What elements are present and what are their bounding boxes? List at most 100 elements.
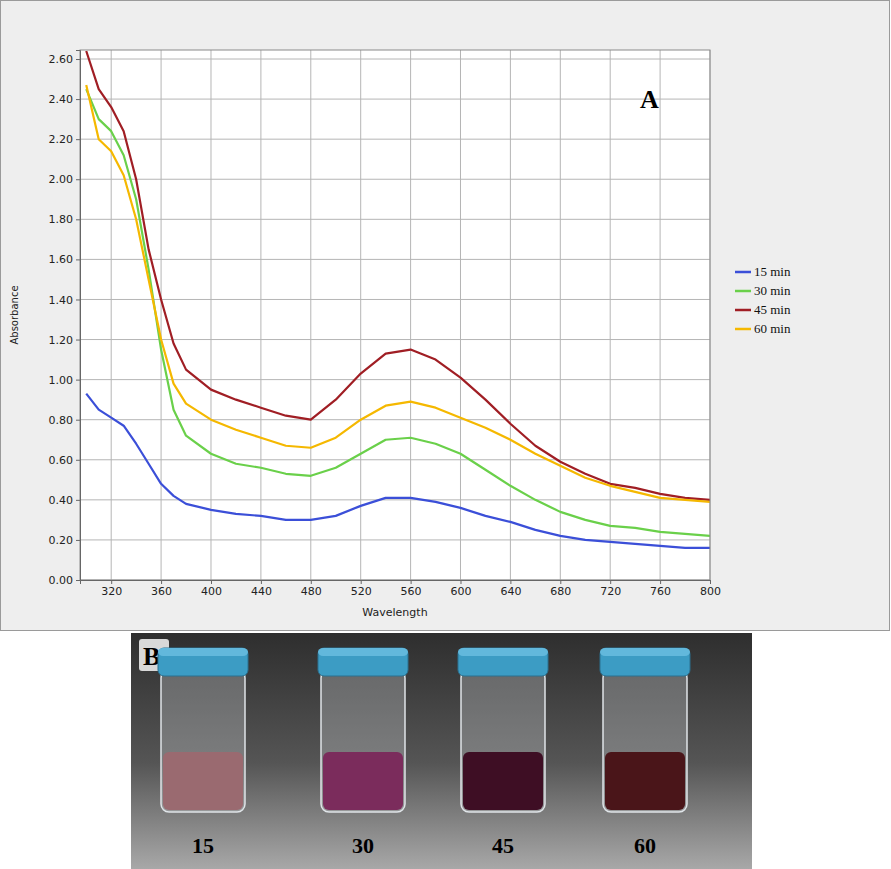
x-tick: 560 bbox=[401, 580, 422, 598]
x-axis: 320360400440480520560600640680720760800 bbox=[81, 580, 722, 598]
y-axis-title: Absorbance bbox=[9, 285, 20, 344]
x-tick-label: 400 bbox=[201, 585, 222, 598]
vial-glass bbox=[461, 670, 545, 812]
vial bbox=[600, 648, 690, 812]
grid-line-y bbox=[80, 299, 710, 300]
x-tick-label: 360 bbox=[151, 585, 172, 598]
legend-swatch bbox=[735, 271, 751, 274]
legend-label: 60 min bbox=[754, 321, 791, 336]
series-line bbox=[86, 394, 710, 548]
vial-cap bbox=[158, 648, 248, 676]
x-tick-mark bbox=[660, 580, 661, 584]
vial bbox=[158, 648, 248, 812]
y-tick-mark bbox=[76, 460, 80, 461]
y-tick-mark bbox=[76, 219, 80, 220]
y-tick: 0.80 bbox=[49, 414, 81, 427]
x-tick-label: 640 bbox=[500, 585, 521, 598]
x-tick-label: 680 bbox=[550, 585, 571, 598]
grid bbox=[80, 50, 710, 580]
y-axis-line bbox=[76, 51, 81, 581]
vial-glass bbox=[321, 670, 405, 812]
grid-line-y bbox=[80, 339, 710, 340]
grid-line-y bbox=[80, 419, 710, 420]
grid-line-y bbox=[80, 259, 710, 260]
series-line bbox=[86, 51, 710, 500]
grid-line-y bbox=[80, 179, 710, 180]
x-tick-label: 600 bbox=[450, 585, 471, 598]
x-tick-mark bbox=[311, 580, 312, 584]
x-tick-mark bbox=[261, 580, 262, 584]
y-tick-mark bbox=[76, 99, 80, 100]
vial-label: 15 bbox=[192, 833, 214, 858]
y-tick: 2.00 bbox=[49, 173, 81, 186]
x-tick: 760 bbox=[650, 580, 671, 598]
y-tick: 2.40 bbox=[49, 93, 81, 106]
vial-cap bbox=[458, 648, 548, 676]
grid-line-x bbox=[560, 50, 561, 580]
legend-label: 15 min bbox=[754, 264, 791, 279]
y-tick-label: 1.60 bbox=[49, 253, 74, 266]
vial-cap-top bbox=[158, 648, 248, 656]
photo-background bbox=[131, 633, 752, 869]
grid-line-y bbox=[80, 99, 710, 100]
grid-line-x bbox=[510, 50, 511, 580]
grid-line-y bbox=[80, 59, 710, 60]
panel-letter: A bbox=[640, 85, 659, 114]
x-tick-mark bbox=[610, 580, 611, 584]
vial-liquid bbox=[463, 752, 543, 810]
x-tick: 640 bbox=[500, 580, 521, 598]
legend-swatch bbox=[735, 290, 751, 293]
vial-label: 60 bbox=[634, 833, 656, 858]
legend-swatch bbox=[735, 309, 751, 312]
grid-line-x bbox=[460, 50, 461, 580]
y-tick-label: 0.00 bbox=[49, 574, 74, 587]
x-tick-mark bbox=[560, 580, 561, 584]
x-tick-label: 560 bbox=[401, 585, 422, 598]
y-tick-mark bbox=[76, 179, 80, 180]
vial-liquid bbox=[605, 752, 685, 810]
y-tick-mark bbox=[76, 580, 80, 581]
vial-cap-top bbox=[600, 648, 690, 656]
y-tick-label: 2.60 bbox=[49, 53, 74, 66]
y-axis: 0.000.200.400.600.801.001.201.401.601.80… bbox=[49, 51, 81, 588]
grid-line-y bbox=[80, 539, 710, 540]
vial bbox=[318, 648, 408, 812]
grid-line-x bbox=[210, 50, 211, 580]
x-tick: 320 bbox=[101, 580, 122, 598]
y-tick: 1.20 bbox=[49, 334, 81, 347]
x-axis-line bbox=[81, 581, 711, 585]
x-tick-mark bbox=[211, 580, 212, 584]
vial-label: 45 bbox=[492, 833, 514, 858]
x-tick-label: 800 bbox=[700, 585, 721, 598]
y-tick-label: 2.40 bbox=[49, 93, 74, 106]
legend-swatch bbox=[735, 328, 751, 331]
x-tick-label: 320 bbox=[101, 585, 122, 598]
y-tick: 1.80 bbox=[49, 213, 81, 226]
y-tick: 1.40 bbox=[49, 293, 81, 306]
vial-cap-top bbox=[318, 648, 408, 656]
vial-label: 30 bbox=[352, 833, 374, 858]
x-tick: 520 bbox=[351, 580, 372, 598]
vial-cap bbox=[318, 648, 408, 676]
series-line bbox=[86, 85, 710, 502]
vial-cap-top bbox=[458, 648, 548, 656]
x-tick-label: 720 bbox=[600, 585, 621, 598]
grid-line-y bbox=[80, 499, 710, 500]
grid-line-x bbox=[660, 50, 661, 580]
y-tick: 2.20 bbox=[49, 133, 81, 146]
y-tick: 0.60 bbox=[49, 454, 81, 467]
x-tick: 480 bbox=[301, 580, 322, 598]
x-tick: 680 bbox=[550, 580, 571, 598]
grid-line-x bbox=[360, 50, 361, 580]
y-tick-label: 0.40 bbox=[49, 494, 74, 507]
y-tick-mark bbox=[76, 299, 80, 300]
x-tick: 360 bbox=[151, 580, 172, 598]
x-tick-mark bbox=[161, 580, 162, 584]
grid-line-x bbox=[610, 50, 611, 580]
x-tick-label: 520 bbox=[351, 585, 372, 598]
y-tick-label: 1.20 bbox=[49, 334, 74, 347]
x-tick: 720 bbox=[600, 580, 621, 598]
x-tick-mark bbox=[710, 580, 711, 584]
x-tick-mark bbox=[111, 580, 112, 584]
x-tick: 600 bbox=[450, 580, 471, 598]
